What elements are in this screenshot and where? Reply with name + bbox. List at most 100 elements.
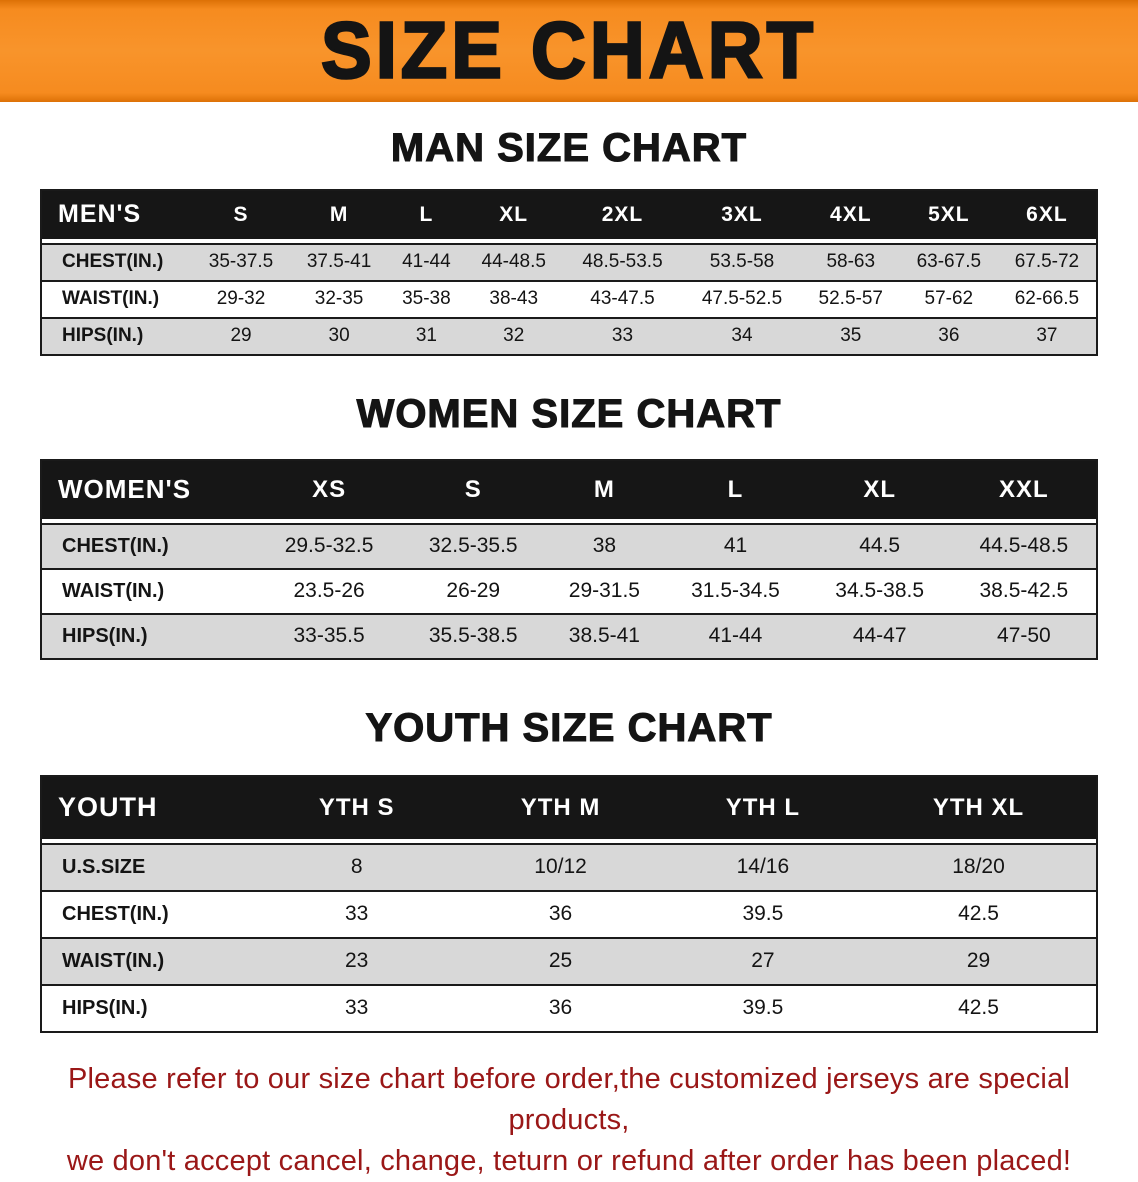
measurement-row: WAIST(IN.) 23.5-26 26-29 29-31.5 31.5-34.5 34… [42, 568, 1096, 613]
size-value-cell: 33-35.5 [257, 613, 402, 658]
size-header-row: MEN'S S M L XL 2XL 3XL 4XL 5XL 6XL [42, 191, 1096, 243]
disclaimer-line-2: we don't accept cancel, change, teturn o… [66, 1145, 1072, 1177]
size-value-cell: 23.5-26 [257, 568, 402, 613]
measurement-row: WAIST(IN.) 29-32 32-35 35-38 38-43 43-47.5 47.… [42, 280, 1096, 317]
women-size-table: WOMEN'S XS S M L XL XXL CHEST(IN.) 29.5-32.5 32.5… [40, 459, 1098, 660]
size-value-cell: 33 [562, 317, 683, 354]
size-value-cell: 33 [257, 984, 457, 1031]
size-value-cell: 39.5 [664, 984, 862, 1031]
size-value-cell: 8 [257, 843, 457, 890]
size-value-cell: 26-29 [401, 568, 546, 613]
size-value-cell: 32-35 [290, 280, 389, 317]
size-value-cell: 62-66.5 [997, 280, 1096, 317]
size-column-header: XL [807, 461, 952, 523]
size-value-cell: 38-43 [464, 280, 563, 317]
size-value-cell: 36 [456, 890, 665, 937]
size-value-cell: 18/20 [861, 843, 1096, 890]
measurement-row: HIPS(IN.) 33 36 39.5 42.5 [42, 984, 1096, 1031]
measurement-label: WAIST(IN.) [42, 937, 257, 984]
table-corner-label: WOMEN'S [42, 461, 257, 523]
banner: SIZE CHART [0, 0, 1138, 102]
size-value-cell: 23 [257, 937, 457, 984]
size-value-cell: 47.5-52.5 [682, 280, 802, 317]
size-column-header: 4XL [801, 191, 900, 243]
size-value-cell: 36 [456, 984, 665, 1031]
disclaimer: Please refer to our size chart before or… [0, 1059, 1138, 1182]
size-value-cell: 63-67.5 [899, 243, 998, 280]
size-value-cell: 31 [388, 317, 465, 354]
measurement-label: HIPS(IN.) [42, 984, 257, 1031]
size-value-cell: 43-47.5 [562, 280, 683, 317]
men-size-table: MEN'S S M L XL 2XL 3XL 4XL 5XL 6XL CHEST(IN.) 35-37… [40, 189, 1098, 356]
measurement-row: CHEST(IN.) 33 36 39.5 42.5 [42, 890, 1096, 937]
size-header-row: WOMEN'S XS S M L XL XXL [42, 461, 1096, 523]
size-value-cell: 35 [801, 317, 900, 354]
measurement-row: HIPS(IN.) 29 30 31 32 33 34 35 36 37 [42, 317, 1096, 354]
size-column-header: 2XL [562, 191, 683, 243]
men-section-heading: MAN SIZE CHART [390, 125, 748, 170]
youth-size-section: YOUTH SIZE CHART YOUTH YTH S YTH M YTH L YTH… [0, 705, 1138, 1033]
men-size-section: MAN SIZE CHART MEN'S S M L XL 2XL 3XL 4XL 5XL 6XL… [0, 125, 1138, 356]
disclaimer-line-1: Please refer to our size chart before or… [67, 1063, 1071, 1136]
size-value-cell: 10/12 [456, 843, 665, 890]
size-value-cell: 29 [192, 317, 291, 354]
size-value-cell: 38 [545, 523, 664, 568]
women-size-section: WOMEN SIZE CHART WOMEN'S XS S M L XL XXL CHEST(… [0, 391, 1138, 660]
size-column-header: 5XL [899, 191, 998, 243]
measurement-row: WAIST(IN.) 23 25 27 29 [42, 937, 1096, 984]
size-value-cell: 29-31.5 [545, 568, 664, 613]
measurement-row: HIPS(IN.) 33-35.5 35.5-38.5 38.5-41 41-44 44-… [42, 613, 1096, 658]
size-column-header: YTH L [664, 777, 862, 843]
size-value-cell: 44.5-48.5 [951, 523, 1096, 568]
size-value-cell: 57-62 [899, 280, 998, 317]
size-value-cell: 25 [456, 937, 665, 984]
size-value-cell: 31.5-34.5 [663, 568, 808, 613]
size-value-cell: 29.5-32.5 [257, 523, 402, 568]
size-value-cell: 32 [464, 317, 563, 354]
size-value-cell: 37 [997, 317, 1096, 354]
size-column-header: XS [257, 461, 402, 523]
size-value-cell: 42.5 [861, 890, 1096, 937]
size-value-cell: 67.5-72 [997, 243, 1096, 280]
measurement-row: U.S.SIZE 8 10/12 14/16 18/20 [42, 843, 1096, 890]
measurement-label: HIPS(IN.) [42, 317, 192, 354]
size-value-cell: 42.5 [861, 984, 1096, 1031]
size-value-cell: 27 [664, 937, 862, 984]
measurement-row: CHEST(IN.) 29.5-32.5 32.5-35.5 38 41 44.5 44.5… [42, 523, 1096, 568]
measurement-label: CHEST(IN.) [42, 243, 192, 280]
size-value-cell: 35-38 [388, 280, 465, 317]
size-value-cell: 44.5 [807, 523, 952, 568]
size-value-cell: 41-44 [388, 243, 465, 280]
size-value-cell: 33 [257, 890, 457, 937]
size-value-cell: 41-44 [663, 613, 808, 658]
size-value-cell: 41 [663, 523, 808, 568]
table-corner-label: MEN'S [42, 191, 192, 243]
measurement-label: CHEST(IN.) [42, 890, 257, 937]
measurement-label: CHEST(IN.) [42, 523, 257, 568]
size-value-cell: 29 [861, 937, 1096, 984]
size-value-cell: 47-50 [951, 613, 1096, 658]
size-column-header: M [290, 191, 389, 243]
women-section-heading: WOMEN SIZE CHART [356, 391, 782, 436]
size-value-cell: 44-48.5 [464, 243, 563, 280]
size-value-cell: 30 [290, 317, 389, 354]
size-value-cell: 53.5-58 [682, 243, 802, 280]
size-value-cell: 36 [899, 317, 998, 354]
size-column-header: 6XL [997, 191, 1096, 243]
size-value-cell: 58-63 [801, 243, 900, 280]
measurement-row: CHEST(IN.) 35-37.5 37.5-41 41-44 44-48.5 48.5… [42, 243, 1096, 280]
table-corner-label: YOUTH [42, 777, 257, 843]
size-value-cell: 38.5-42.5 [951, 568, 1096, 613]
size-value-cell: 48.5-53.5 [562, 243, 683, 280]
measurement-label: WAIST(IN.) [42, 568, 257, 613]
size-value-cell: 44-47 [807, 613, 952, 658]
youth-size-table: YOUTH YTH S YTH M YTH L YTH XL U.S.SIZE 8 10/12… [40, 775, 1098, 1033]
size-value-cell: 38.5-41 [545, 613, 664, 658]
size-column-header: XL [464, 191, 563, 243]
size-column-header: YTH S [257, 777, 457, 843]
size-column-header: XXL [951, 461, 1096, 523]
size-column-header: S [401, 461, 546, 523]
measurement-label: U.S.SIZE [42, 843, 257, 890]
size-value-cell: 37.5-41 [290, 243, 389, 280]
